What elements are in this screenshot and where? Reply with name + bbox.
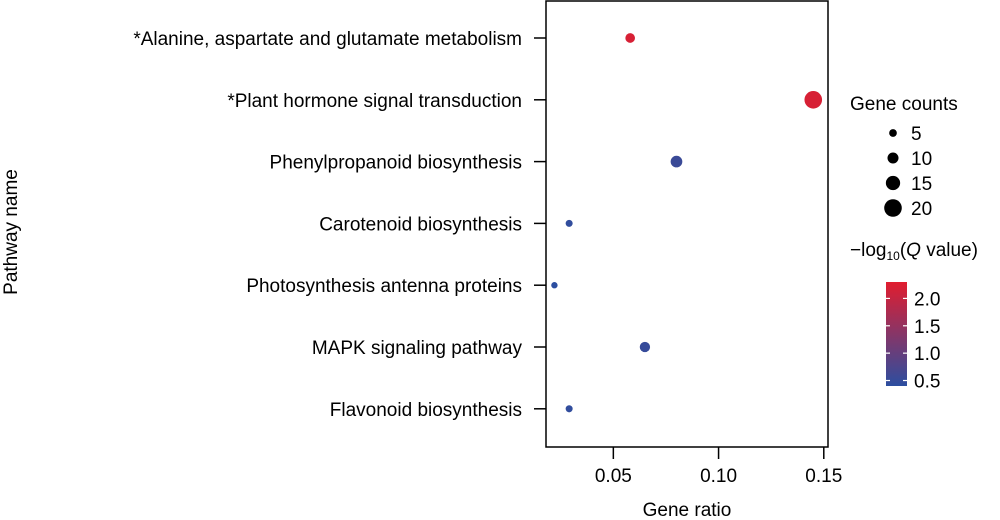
data-point (551, 282, 558, 289)
y-tick-label: Carotenoid biosynthesis (319, 214, 522, 235)
x-axis-title: Gene ratio (643, 500, 732, 520)
y-tick-label: Phenylpropanoid biosynthesis (270, 153, 522, 174)
x-tick-label: 0.10 (700, 466, 737, 487)
data-point (565, 405, 573, 413)
color-legend-title-q: Q (906, 240, 921, 261)
y-tick-label: Flavonoid biosynthesis (330, 400, 522, 421)
data-points (551, 33, 823, 413)
data-point (625, 33, 636, 43)
color-bar (886, 282, 907, 386)
color-legend-title-subscript: 10 (886, 249, 900, 263)
color-legend-title: −log10(Q value) (850, 240, 978, 263)
color-legend: −log10(Q value) 2.0 1.5 1.0 0.5 (850, 240, 978, 393)
size-legend-label: 20 (911, 199, 932, 220)
y-tick-label: *Plant hormone signal transduction (227, 91, 522, 112)
size-legend-marker (889, 129, 897, 137)
size-legend-marker (887, 152, 899, 164)
plot-panel-border (545, 0, 829, 448)
size-legend-title: Gene counts (850, 94, 958, 115)
size-legend-label: 5 (911, 124, 922, 145)
size-legend-label: 15 (911, 174, 932, 195)
color-legend-tick-label: 0.5 (914, 372, 940, 393)
color-legend-title-prefix: −log (850, 240, 886, 261)
y-axis-title: Pathway name (1, 169, 22, 295)
data-point (670, 155, 683, 168)
color-legend-title-rest: value) (921, 240, 978, 261)
x-tick-label: 0.15 (805, 466, 842, 487)
x-axis: 0.05 0.10 0.15 (595, 447, 842, 487)
y-tick-label: Photosynthesis antenna proteins (246, 276, 522, 297)
y-axis: *Alanine, aspartate and glutamate metabo… (133, 29, 546, 421)
data-point (804, 91, 823, 109)
size-legend: Gene counts 5 10 15 20 (850, 94, 958, 220)
y-tick-label: *Alanine, aspartate and glutamate metabo… (133, 29, 522, 50)
color-legend-tick-label: 2.0 (914, 289, 940, 310)
y-tick-label: MAPK signaling pathway (312, 338, 523, 359)
size-legend-marker (885, 175, 901, 191)
data-point (639, 341, 651, 353)
size-legend-marker (884, 199, 902, 217)
color-legend-title-open: ( (900, 240, 907, 261)
color-legend-tick-label: 1.5 (914, 317, 940, 338)
x-tick-label: 0.05 (595, 466, 632, 487)
color-legend-tick-label: 1.0 (914, 344, 940, 365)
size-legend-label: 10 (911, 149, 932, 170)
data-point (565, 219, 573, 227)
